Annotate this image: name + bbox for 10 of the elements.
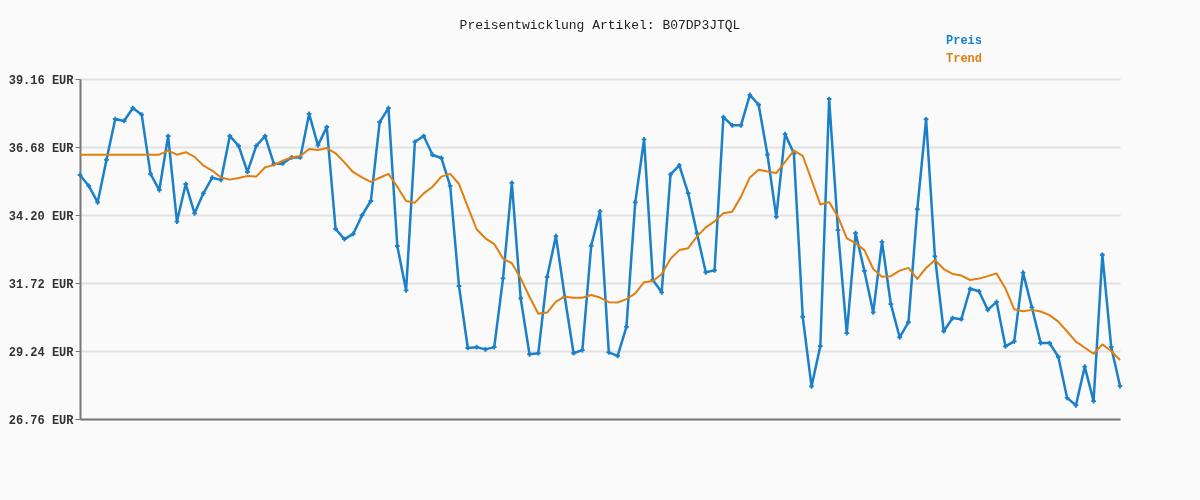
y-tick-label: 26.76 EUR [8,413,75,428]
y-tick-label: 34.20 EUR [8,209,75,224]
chart-title: Preisentwicklung Artikel: B07DP3JTQL [459,18,741,33]
y-tick-label: 29.24 EUR [8,345,75,360]
text: Trend [946,52,983,66]
text: Preis [946,34,983,48]
y-tick-label: 31.72 EUR [8,277,75,292]
y-tick-label: 36.68 EUR [8,141,75,156]
y-tick-label: 39.16 EUR [8,73,75,88]
line-series [79,147,1121,362]
